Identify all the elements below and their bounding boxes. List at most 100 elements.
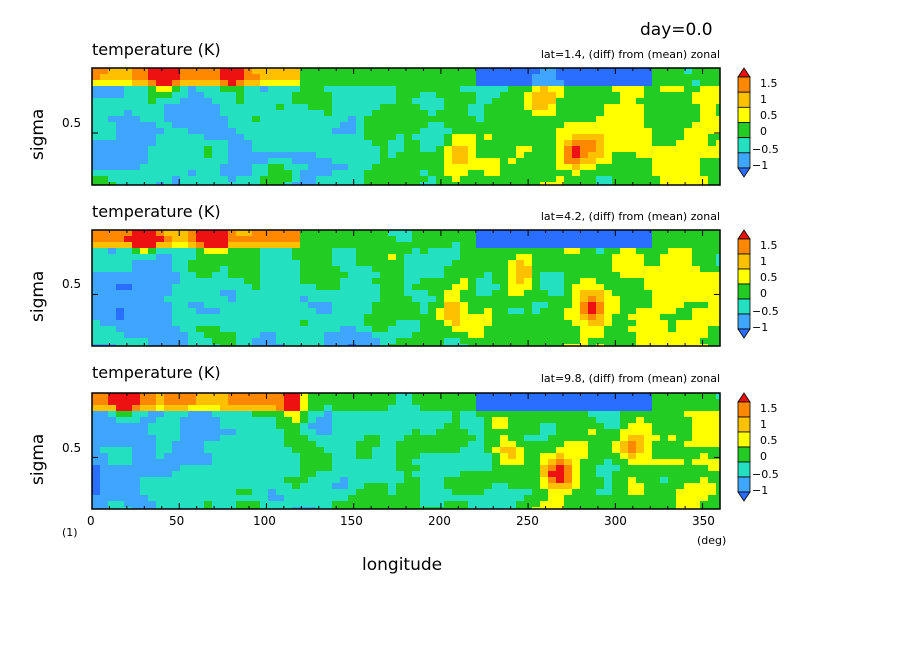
colorbar-label: 0 [760, 287, 767, 300]
heatmap-cell [156, 266, 164, 272]
heatmap-cell [396, 411, 404, 417]
heatmap-cell [516, 254, 524, 260]
heatmap-cell [628, 116, 636, 122]
heatmap-cell [492, 248, 500, 254]
heatmap-cell [644, 122, 652, 128]
heatmap-cell [524, 296, 532, 302]
heatmap-cell [180, 507, 188, 509]
heatmap-cell [236, 501, 244, 507]
heatmap-cell [116, 447, 124, 453]
heatmap-cell [396, 278, 404, 284]
heatmap-cell [660, 110, 668, 116]
heatmap-cell [196, 344, 204, 346]
heatmap-cell [492, 296, 500, 302]
heatmap-cell [660, 128, 668, 134]
heatmap-cell [260, 74, 268, 80]
heatmap-cell [708, 140, 716, 146]
heatmap-cell [372, 405, 380, 411]
heatmap-cell [668, 254, 676, 260]
heatmap-cell [596, 158, 604, 164]
heatmap-cell [564, 260, 572, 266]
heatmap-cell [492, 332, 500, 338]
heatmap-cell [716, 290, 720, 296]
heatmap-cell [484, 495, 492, 501]
heatmap-cell [532, 122, 540, 128]
heatmap-cell [540, 399, 548, 405]
heatmap-cell [420, 260, 428, 266]
heatmap-cell [132, 86, 140, 92]
heatmap-cell [340, 308, 348, 314]
heatmap-cell [604, 314, 612, 320]
heatmap-cell [364, 80, 372, 86]
heatmap-cell [316, 140, 324, 146]
heatmap-cell [236, 507, 244, 509]
heatmap-cell [100, 134, 108, 140]
heatmap-cell [284, 459, 292, 465]
heatmap-cell [572, 80, 580, 86]
heatmap-cell [692, 507, 700, 509]
heatmap-cell [164, 447, 172, 453]
heatmap-cell [540, 230, 548, 236]
heatmap-cell [612, 308, 620, 314]
heatmap-cell [668, 164, 676, 170]
heatmap-cell [340, 417, 348, 423]
heatmap-cell [580, 290, 588, 296]
colorbar-1 [737, 67, 751, 178]
heatmap-cell [596, 326, 604, 332]
heatmap-cell [476, 507, 484, 509]
heatmap-cell [116, 453, 124, 459]
heatmap-cell [364, 260, 372, 266]
heatmap-cell [684, 80, 692, 86]
heatmap-cell [524, 170, 532, 176]
heatmap-cell [556, 429, 564, 435]
heatmap-cell [244, 477, 252, 483]
heatmap-cell [572, 254, 580, 260]
heatmap-cell [436, 441, 444, 447]
heatmap-cell [212, 393, 220, 399]
heatmap-cell [580, 86, 588, 92]
heatmap-cell [180, 332, 188, 338]
heatmap-cell [300, 86, 308, 92]
heatmap-cell [316, 266, 324, 272]
heatmap-cell [92, 477, 100, 483]
heatmap-cell [348, 465, 356, 471]
heatmap-cell [316, 459, 324, 465]
heatmap-cell [388, 260, 396, 266]
heatmap-cell [500, 429, 508, 435]
heatmap-cell [276, 477, 284, 483]
heatmap-cell [468, 68, 476, 74]
heatmap-cell [604, 182, 612, 185]
heatmap-cell [372, 128, 380, 134]
heatmap-cell [164, 338, 172, 344]
heatmap-cell [684, 236, 692, 242]
heatmap-cell [644, 152, 652, 158]
heatmap-cell [484, 423, 492, 429]
heatmap-cell [476, 242, 484, 248]
heatmap-cell [572, 459, 580, 465]
heatmap-cell [324, 74, 332, 80]
heatmap-cell [452, 471, 460, 477]
heatmap-cell [156, 477, 164, 483]
heatmap-cell [204, 429, 212, 435]
heatmap-cell [548, 272, 556, 278]
heatmap-cell [172, 260, 180, 266]
heatmap-cell [708, 128, 716, 134]
heatmap-cell [484, 128, 492, 134]
heatmap-cell [108, 116, 116, 122]
heatmap-cell [676, 230, 684, 236]
heatmap-cell [644, 236, 652, 242]
heatmap-cell [508, 477, 516, 483]
heatmap-cell [276, 308, 284, 314]
heatmap-cell [644, 74, 652, 80]
heatmap-cell [364, 314, 372, 320]
heatmap-cell [388, 302, 396, 308]
heatmap-cell [372, 284, 380, 290]
heatmap-cell [572, 122, 580, 128]
heatmap-cell [132, 176, 140, 182]
heatmap-cell [644, 320, 652, 326]
heatmap-cell [516, 74, 524, 80]
heatmap-cell [236, 290, 244, 296]
heatmap-cell [684, 320, 692, 326]
heatmap-cell [124, 326, 132, 332]
heatmap-cell [268, 507, 276, 509]
